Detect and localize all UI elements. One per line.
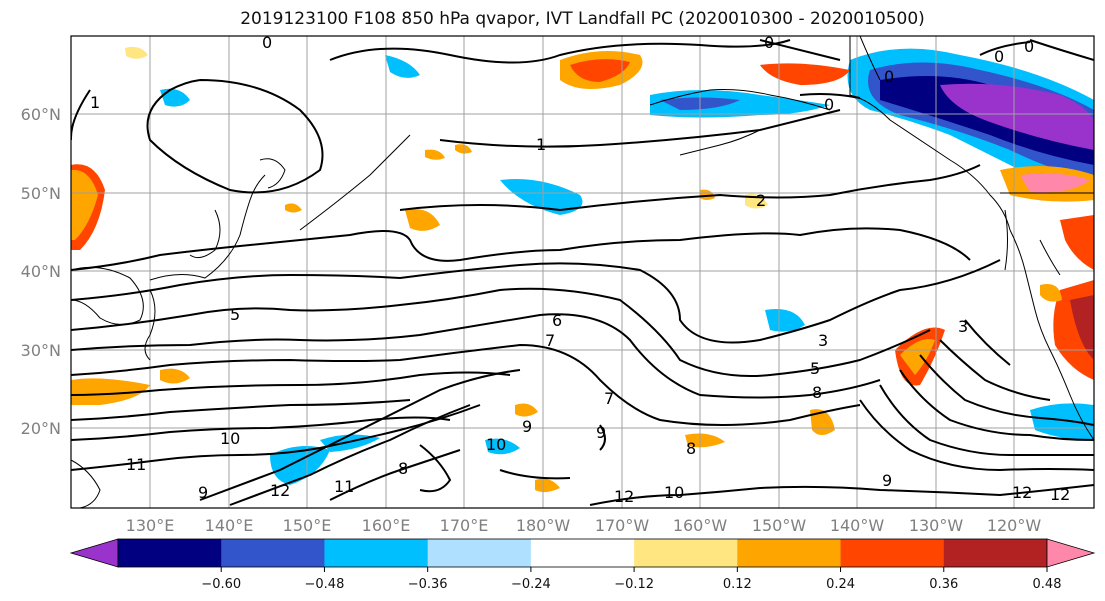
- contour-labels: 0 0 0 0 0 0 1 1 2 3 3 5 5 6 7 7 8 8 8 9 …: [90, 33, 1070, 506]
- colorbar-tick-label: 0.24: [826, 577, 855, 592]
- lon-label: 130°W: [909, 516, 964, 535]
- colorbar: −0.60 −0.48 −0.36 −0.24 −0.12 0.12 0.24 0.36 0.4…: [69, 538, 1096, 592]
- contour-label: 0: [262, 33, 272, 52]
- contour-label: 0: [994, 47, 1004, 66]
- contour-label: 8: [398, 459, 408, 478]
- lon-label: 160°W: [673, 516, 728, 535]
- contour-label: 1: [536, 135, 546, 154]
- lon-label: 140°E: [205, 516, 254, 535]
- lat-label: 20°N: [21, 419, 61, 438]
- colorbar-extend-high: [1046, 538, 1096, 568]
- contour-label: 2: [756, 191, 766, 210]
- contour-label: 0: [884, 67, 894, 86]
- contour-label: 6: [552, 311, 562, 330]
- contour-label: 1: [90, 93, 100, 112]
- colorbar-cell: [427, 539, 532, 567]
- colorbar-tick-label: −0.48: [305, 577, 345, 592]
- colorbar-cell: [943, 539, 1048, 567]
- contour-label: 12: [614, 487, 634, 506]
- lon-label: 170°W: [595, 516, 650, 535]
- contour-label: 5: [230, 305, 240, 324]
- contour-label: 9: [198, 483, 208, 502]
- graticule: [71, 36, 1094, 508]
- contour-label: 0: [824, 95, 834, 114]
- colorbar-tick-label: −0.24: [511, 577, 551, 592]
- contour-label: 11: [126, 455, 146, 474]
- lat-label: 60°N: [21, 105, 61, 124]
- contours: [71, 39, 1094, 506]
- lat-label: 50°N: [21, 184, 61, 203]
- map-frame: [70, 35, 1095, 509]
- lon-label: 180°W: [516, 516, 571, 535]
- contour-label: 10: [664, 483, 684, 502]
- colorbar-cell: [840, 539, 945, 567]
- colorbar-ticks: −0.60 −0.48 −0.36 −0.24 −0.12 0.12 0.24 0.36 0.4…: [201, 567, 1062, 592]
- colorbar-tick-label: −0.60: [201, 577, 241, 592]
- map-title: 2019123100 F108 850 hPa qvapor, IVT Land…: [240, 9, 925, 29]
- contour-label: 11: [334, 477, 354, 496]
- lon-label: 170°E: [440, 516, 489, 535]
- contour-label: 3: [818, 331, 828, 350]
- colorbar-tick-label: −0.36: [408, 577, 448, 592]
- colorbar-cell: [118, 539, 222, 567]
- contour-label: 5: [810, 359, 820, 378]
- lat-label: 30°N: [21, 341, 61, 360]
- contour-label: 10: [486, 435, 506, 454]
- colorbar-tick-label: −0.12: [614, 577, 654, 592]
- contour-label: 12: [1012, 483, 1032, 502]
- colorbar-cell: [737, 539, 842, 567]
- lon-label: 160°E: [362, 516, 411, 535]
- contour-label: 7: [604, 389, 614, 408]
- colorbar-cell: [324, 539, 429, 567]
- colorbar-tick-label: 0.12: [723, 577, 752, 592]
- contour-label: 9: [882, 471, 892, 490]
- colorbar-tick-label: 0.36: [929, 577, 958, 592]
- lat-label: 40°N: [21, 262, 61, 281]
- contour-label: 3: [958, 317, 968, 336]
- contour-label: 0: [764, 33, 774, 52]
- contour-label: 12: [270, 481, 290, 500]
- lon-label: 120°W: [987, 516, 1042, 535]
- colorbar-extend-low: [69, 538, 119, 568]
- lon-label: 150°E: [283, 516, 332, 535]
- colorbar-cell: [530, 539, 635, 567]
- colorbar-cell: [634, 539, 738, 567]
- contour-label: 8: [812, 383, 822, 402]
- lon-label: 140°W: [830, 516, 885, 535]
- colorbar-cell: [221, 539, 325, 567]
- contour-label: 9: [596, 423, 606, 442]
- colorbar-tick-label: 0.48: [1033, 577, 1062, 592]
- contour-label: 10: [220, 429, 240, 448]
- contour-label: 8: [686, 439, 696, 458]
- contour-label: 9: [522, 417, 532, 436]
- contour-label: 0: [1024, 37, 1034, 56]
- contour-label: 7: [545, 331, 555, 350]
- lon-label: 150°W: [752, 516, 807, 535]
- lon-label: 130°E: [126, 516, 175, 535]
- contour-label: 12: [1050, 485, 1070, 504]
- colorbar-cells: [117, 538, 1048, 568]
- longitude-labels: 130°E 140°E 150°E 160°E 170°E 180°W 170°…: [126, 516, 1042, 535]
- latitude-labels: 60°N 50°N 40°N 30°N 20°N: [21, 105, 61, 438]
